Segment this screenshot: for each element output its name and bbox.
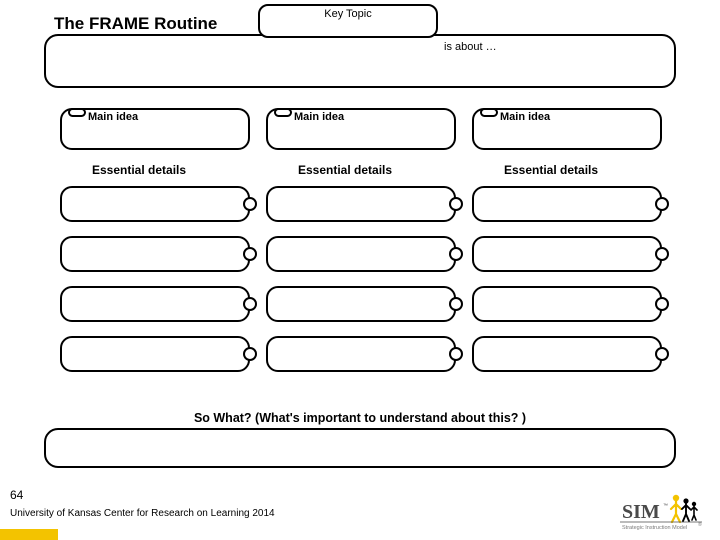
main-idea-tab [480, 108, 498, 117]
detail-box [472, 336, 662, 372]
essential-details-header: Essential details [298, 163, 392, 177]
sim-tagline: Strategic Instruction Model [622, 525, 687, 531]
page-number: 64 [10, 488, 23, 502]
main-idea-box: Main idea [266, 108, 456, 150]
detail-connector-circle [449, 297, 463, 311]
detail-box [266, 236, 456, 272]
is-about-text: is about … [444, 41, 497, 53]
detail-box [472, 286, 662, 322]
footer-accent-bar [0, 529, 58, 540]
sim-people-icon [671, 495, 697, 522]
so-what-label: So What? (What's important to understand… [0, 411, 720, 425]
detail-connector-circle [655, 297, 669, 311]
main-idea-tab [68, 108, 86, 117]
detail-box [60, 336, 250, 372]
detail-box [266, 186, 456, 222]
detail-connector-circle [655, 197, 669, 211]
detail-box [472, 236, 662, 272]
detail-connector-circle [449, 197, 463, 211]
detail-connector-circle [243, 347, 257, 361]
detail-box [60, 236, 250, 272]
main-idea-label: Main idea [88, 111, 138, 123]
essential-details-header: Essential details [92, 163, 186, 177]
is-about-box [44, 34, 676, 88]
detail-box [266, 336, 456, 372]
so-what-box [44, 428, 676, 468]
detail-box [60, 186, 250, 222]
detail-connector-circle [449, 347, 463, 361]
footer-text: University of Kansas Center for Research… [10, 508, 275, 519]
detail-connector-circle [655, 347, 669, 361]
detail-connector-circle [449, 247, 463, 261]
detail-connector-circle [243, 247, 257, 261]
detail-connector-circle [655, 247, 669, 261]
main-idea-box: Main idea [60, 108, 250, 150]
detail-connector-circle [243, 197, 257, 211]
page-title: The FRAME Routine [54, 14, 217, 34]
main-idea-tab [274, 108, 292, 117]
sim-logo: SIM Strategic Instruction Model ® ™ [616, 492, 706, 532]
main-idea-label: Main idea [294, 111, 344, 123]
detail-connector-circle [243, 297, 257, 311]
key-topic-label: Key Topic [324, 8, 372, 20]
svg-text:™: ™ [663, 503, 668, 509]
main-idea-label: Main idea [500, 111, 550, 123]
detail-box [266, 286, 456, 322]
detail-box [472, 186, 662, 222]
key-topic-box: Key Topic [258, 4, 438, 38]
svg-text:®: ® [698, 521, 702, 528]
main-idea-box: Main idea [472, 108, 662, 150]
essential-details-header: Essential details [504, 163, 598, 177]
sim-brand-text: SIM [622, 501, 660, 523]
detail-box [60, 286, 250, 322]
